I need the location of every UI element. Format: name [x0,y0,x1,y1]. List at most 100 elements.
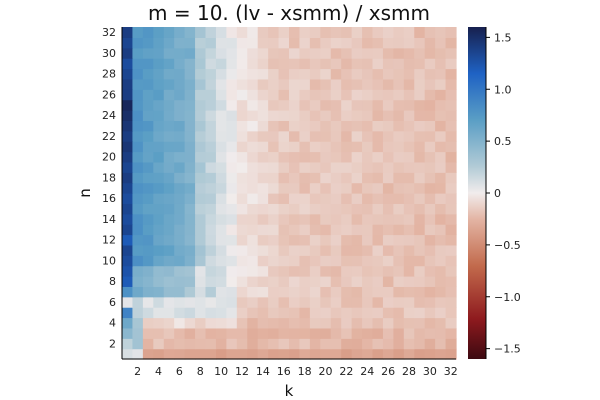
heatmap-cell [184,255,196,267]
heatmap-cell [445,307,457,319]
heatmap-cell [142,317,154,329]
heatmap-cell [278,317,290,329]
heatmap-cell [257,182,269,194]
heatmap-cell [414,193,426,204]
heatmap-cell [153,141,165,153]
heatmap-cell [184,47,196,59]
heatmap-cell [341,130,353,142]
heatmap-cell [289,213,301,225]
heatmap-cell [362,68,374,80]
heatmap-cell [205,89,217,101]
heatmap-cell [341,286,353,298]
heatmap-cell [330,27,342,38]
heatmap-cell [393,296,405,308]
heatmap-cell [184,78,196,90]
heatmap-cell [309,244,321,256]
heatmap-cell [257,307,269,319]
heatmap-cell [445,193,457,204]
heatmap-cell [226,182,238,194]
heatmap-cell [289,99,301,111]
heatmap-cell [330,286,342,298]
heatmap-cell [153,110,165,121]
heatmap-cell [341,89,353,101]
heatmap-cell [122,234,134,246]
heatmap-cell [195,317,207,329]
heatmap-cell [205,110,217,121]
heatmap-cell [351,213,363,225]
heatmap-cell [289,182,301,194]
heatmap-cell [320,141,332,153]
heatmap-cell [268,307,280,319]
heatmap-cell [289,89,301,101]
heatmap-cell [424,307,436,319]
heatmap-cell [142,255,154,267]
heatmap-cell [268,27,280,38]
heatmap-cell [195,213,207,225]
heatmap-cell [226,338,238,350]
heatmap-cell [445,203,457,215]
heatmap-cell [403,27,415,38]
heatmap-cell [445,99,457,111]
heatmap-cell [435,161,447,173]
heatmap-cell [142,296,154,308]
heatmap-cell [403,37,415,49]
heatmap-cell [226,265,238,277]
heatmap-cell [299,286,311,298]
heatmap-cell [174,255,186,267]
heatmap-cell [163,317,175,329]
heatmap-cell [142,110,154,121]
heatmap-cell [372,37,384,49]
heatmap-cell [330,182,342,194]
heatmap-cell [122,47,134,59]
heatmap-cell [122,224,134,236]
heatmap-cell [393,276,405,287]
heatmap-cell [382,68,394,80]
colorbar [468,27,486,359]
heatmap-cell [215,47,227,59]
heatmap-cell [341,307,353,319]
heatmap-cell [132,224,144,236]
heatmap-cell [435,68,447,80]
heatmap-cell [236,120,248,132]
heatmap-cell [257,348,269,360]
heatmap-cell [142,327,154,339]
heatmap-cell [445,255,457,267]
heatmap-cell [289,296,301,308]
heatmap-cell [195,58,207,70]
heatmap-cell [299,307,311,319]
heatmap-cell [195,27,207,38]
heatmap-cell [414,317,426,329]
heatmap-cell [435,265,447,277]
heatmap-cell [351,99,363,111]
heatmap-cell [299,327,311,339]
heatmap-cell [435,234,447,246]
heatmap-cell [424,255,436,267]
heatmap-cell [132,151,144,163]
heatmap-cell [278,224,290,236]
heatmap-cell [215,276,227,287]
heatmap-cell [236,47,248,59]
heatmap-cell [205,68,217,80]
heatmap-cell [341,27,353,38]
heatmap-cell [132,120,144,132]
heatmap-cell [309,27,321,38]
heatmap-cell [132,89,144,101]
heatmap-cell [278,58,290,70]
heatmap-cell [445,296,457,308]
heatmap-cell [122,276,134,287]
heatmap-cell [351,327,363,339]
heatmap-cell [351,255,363,267]
heatmap-cell [205,213,217,225]
heatmap-cell [268,348,280,360]
heatmap-cell [372,110,384,121]
heatmap-cell [163,213,175,225]
y-tick-label: 28 [102,68,116,81]
heatmap-cell [403,317,415,329]
heatmap-cell [351,37,363,49]
heatmap-cell [289,151,301,163]
heatmap-cell [257,234,269,246]
y-tick-label: 32 [102,26,116,39]
heatmap-cell [393,234,405,246]
heatmap-cell [122,338,134,350]
heatmap-cell [341,296,353,308]
